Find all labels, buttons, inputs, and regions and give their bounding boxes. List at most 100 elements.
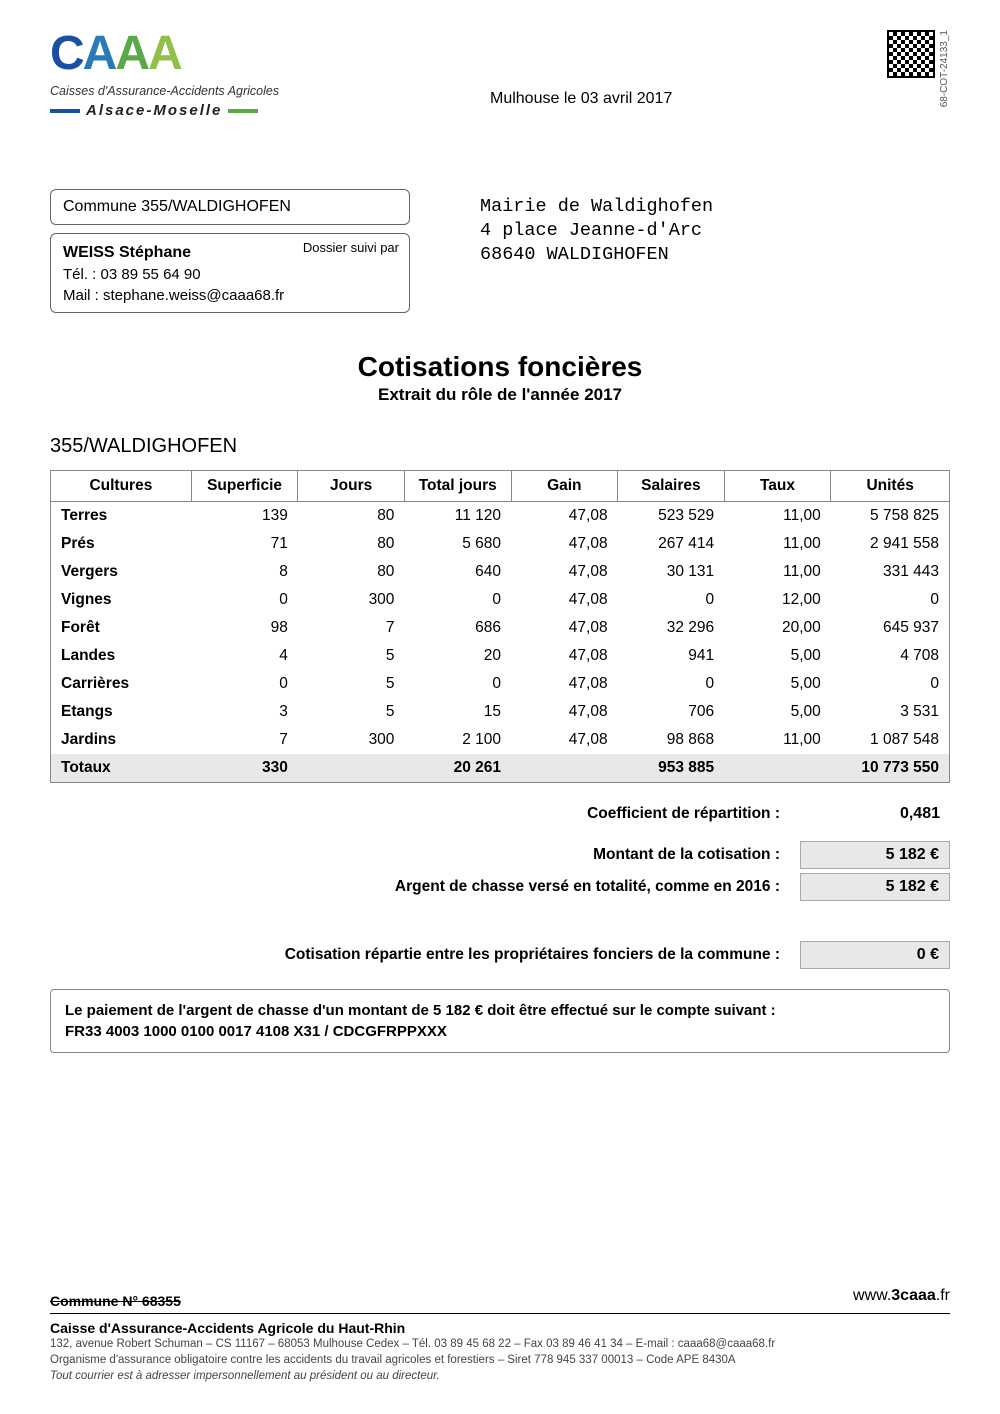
table-cell: 640 xyxy=(404,558,511,586)
table-cell xyxy=(724,754,831,783)
table-cell: 80 xyxy=(298,530,405,558)
table-cell: 5 758 825 xyxy=(831,502,950,531)
footer: www.3caaa.fr Commune N° 68355 Caisse d'A… xyxy=(50,1293,950,1384)
payment-iban: FR33 4003 1000 0100 0017 4108 X31 / CDCG… xyxy=(65,1021,935,1042)
table-cell: 71 xyxy=(191,530,298,558)
table-cell: 80 xyxy=(298,558,405,586)
coef-value: 0,481 xyxy=(800,801,950,827)
footer-line: 132, avenue Robert Schuman – CS 11167 – … xyxy=(50,1336,950,1352)
table-header: Total jours xyxy=(404,471,511,502)
table-cell: 7 xyxy=(191,726,298,754)
table-cell: 686 xyxy=(404,614,511,642)
logo-letter: A xyxy=(148,27,181,80)
logo-bar-icon xyxy=(50,109,80,113)
logo-letter: C xyxy=(50,27,83,80)
table-cell: 5 xyxy=(298,642,405,670)
table-cell: 47,08 xyxy=(511,614,618,642)
table-row: Forêt98768647,0832 29620,00645 937 xyxy=(51,614,950,642)
table-header: Taux xyxy=(724,471,831,502)
montant-label: Montant de la cotisation : xyxy=(593,846,780,864)
table-cell: 3 531 xyxy=(831,698,950,726)
qr-code-icon xyxy=(887,30,935,78)
table-cell: 47,08 xyxy=(511,558,618,586)
table-cell: 2 100 xyxy=(404,726,511,754)
logo-bar-icon xyxy=(228,109,258,113)
footer-line: Organisme d'assurance obligatoire contre… xyxy=(50,1352,950,1368)
table-cell: 2 941 558 xyxy=(831,530,950,558)
table-row: Etangs351547,087065,003 531 xyxy=(51,698,950,726)
table-cell: 11 120 xyxy=(404,502,511,531)
table-cell: 300 xyxy=(298,586,405,614)
table-cell: 47,08 xyxy=(511,698,618,726)
logo-letter: A xyxy=(83,27,116,80)
table-cell: 0 xyxy=(618,586,725,614)
table-cell: Forêt xyxy=(51,614,192,642)
footer-rule-icon xyxy=(50,1313,950,1314)
table-cell: 4 708 xyxy=(831,642,950,670)
table-header: Unités xyxy=(831,471,950,502)
dossier-box: Dossier suivi par WEISS Stéphane Tél. : … xyxy=(50,233,410,313)
table-cell: 47,08 xyxy=(511,670,618,698)
title-main: Cotisations foncières xyxy=(50,351,950,383)
table-cell: 98 868 xyxy=(618,726,725,754)
footer-strike: Commune N° 68355 xyxy=(50,1293,950,1309)
document-id: 68-COT-24133_1 xyxy=(939,30,950,107)
table-totals-row: Totaux33020 261953 88510 773 550 xyxy=(51,754,950,783)
contact-mail: Mail : stephane.weiss@caaa68.fr xyxy=(63,287,397,304)
table-cell: 0 xyxy=(404,586,511,614)
table-row: Prés71805 68047,08267 41411,002 941 558 xyxy=(51,530,950,558)
chasse-value: 5 182 € xyxy=(800,873,950,901)
table-cell: 20 xyxy=(404,642,511,670)
table-cell: 331 443 xyxy=(831,558,950,586)
table-cell: 47,08 xyxy=(511,726,618,754)
table-cell: 15 xyxy=(404,698,511,726)
table-row: Vignes0300047,08012,000 xyxy=(51,586,950,614)
montant-value: 5 182 € xyxy=(800,841,950,869)
logo-region-text: Alsace-Moselle xyxy=(86,102,222,119)
table-cell: 4 xyxy=(191,642,298,670)
table-cell: 330 xyxy=(191,754,298,783)
cotisations-table: Cultures Superficie Jours Total jours Ga… xyxy=(50,470,950,783)
table-cell: 0 xyxy=(404,670,511,698)
table-cell: 139 xyxy=(191,502,298,531)
logo-letters: CAAA xyxy=(50,30,330,78)
logo-letter: A xyxy=(115,27,148,80)
table-cell: 11,00 xyxy=(724,502,831,531)
table-cell: 523 529 xyxy=(618,502,725,531)
table-cell: 20 261 xyxy=(404,754,511,783)
table-cell: 300 xyxy=(298,726,405,754)
table-cell: 11,00 xyxy=(724,530,831,558)
table-row: Vergers88064047,0830 13111,00331 443 xyxy=(51,558,950,586)
table-cell: 47,08 xyxy=(511,530,618,558)
table-row: Landes452047,089415,004 708 xyxy=(51,642,950,670)
table-cell: 47,08 xyxy=(511,586,618,614)
url-part: .fr xyxy=(936,1287,950,1304)
table-cell: Landes xyxy=(51,642,192,670)
table-cell: 32 296 xyxy=(618,614,725,642)
address-line: 68640 WALDIGHOFEN xyxy=(480,243,713,267)
table-cell: 5,00 xyxy=(724,698,831,726)
table-header: Salaires xyxy=(618,471,725,502)
dossier-label: Dossier suivi par xyxy=(303,240,399,255)
table-row: Terres1398011 12047,08523 52911,005 758 … xyxy=(51,502,950,531)
table-cell: 47,08 xyxy=(511,502,618,531)
table-cell xyxy=(298,754,405,783)
repartie-label: Cotisation répartie entre les propriétai… xyxy=(285,946,780,964)
footer-org: Caisse d'Assurance-Accidents Agricole du… xyxy=(50,1320,950,1336)
table-cell: 0 xyxy=(831,670,950,698)
table-cell: 47,08 xyxy=(511,642,618,670)
address-line: 4 place Jeanne-d'Arc xyxy=(480,219,713,243)
table-cell: Etangs xyxy=(51,698,192,726)
table-header: Jours xyxy=(298,471,405,502)
table-cell: Vergers xyxy=(51,558,192,586)
footer-line: Tout courrier est à adresser impersonnel… xyxy=(50,1368,950,1384)
section-label: 355/WALDIGHOFEN xyxy=(50,435,950,458)
table-cell: 30 131 xyxy=(618,558,725,586)
table-cell: 5,00 xyxy=(724,642,831,670)
address-line: Mairie de Waldighofen xyxy=(480,195,713,219)
summary-block: Coefficient de répartition : 0,481 Monta… xyxy=(50,801,950,969)
table-cell: 10 773 550 xyxy=(831,754,950,783)
logo: CAAA Caisses d'Assurance-Accidents Agric… xyxy=(50,30,330,119)
table-cell: Jardins xyxy=(51,726,192,754)
url-part: 3caaa xyxy=(891,1287,936,1304)
